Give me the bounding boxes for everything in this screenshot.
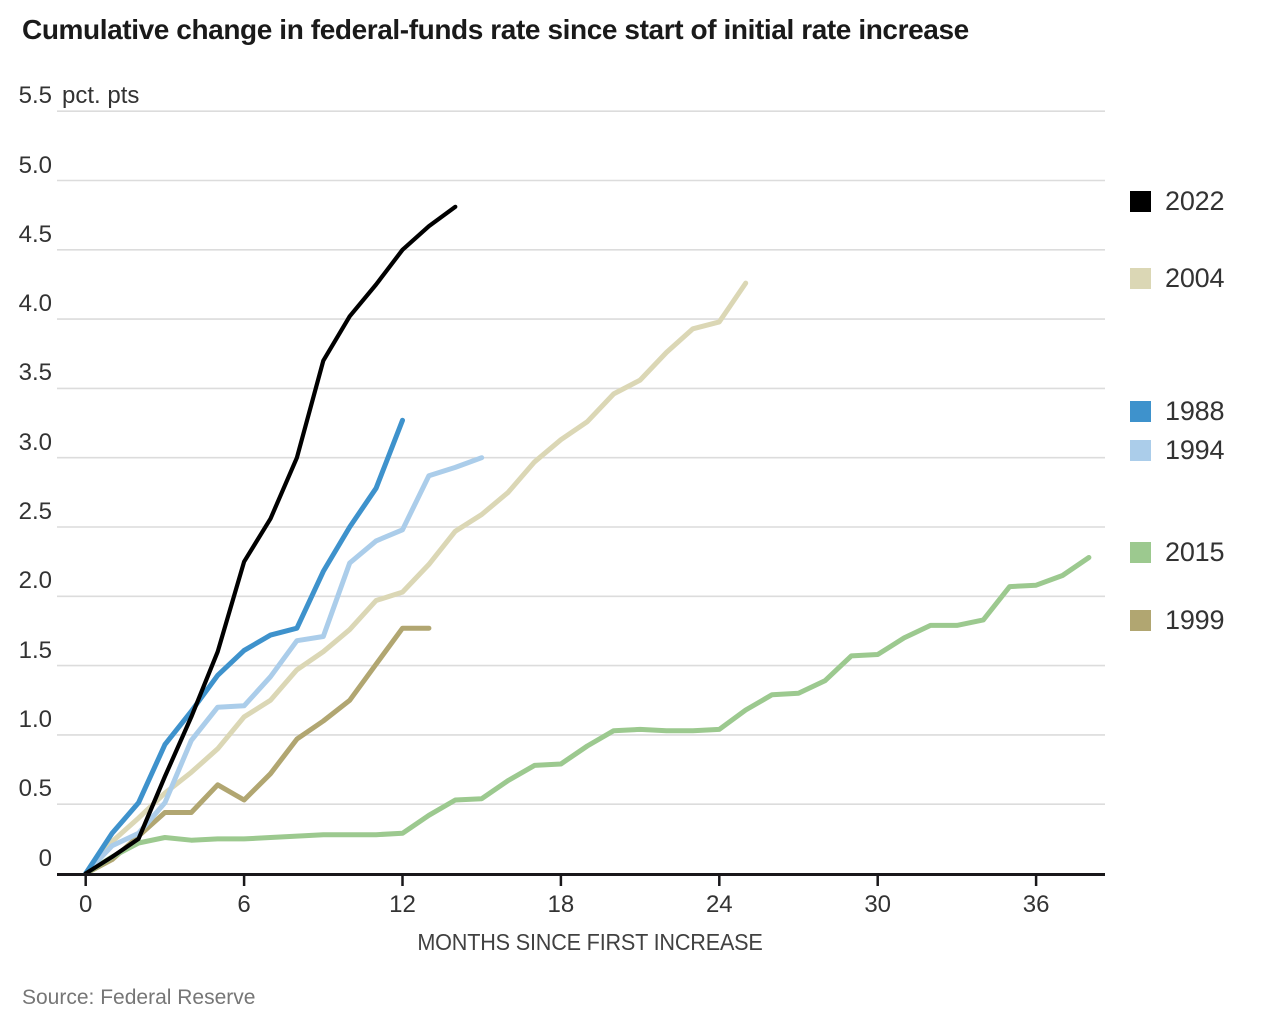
legend-label-1994: 1994 (1165, 435, 1225, 465)
y-tick-label: 5.5 (18, 82, 52, 110)
legend-label-1999: 1999 (1165, 605, 1225, 635)
y-tick-label: 1.0 (18, 705, 52, 733)
legend-swatch-1988 (1130, 401, 1151, 422)
series-line-2022 (83, 204, 458, 876)
y-tick-label: 3.5 (18, 359, 52, 387)
legend-item-1988: 1988 (1130, 398, 1224, 425)
series-line-2015 (83, 555, 1092, 876)
x-tick-label: 6 (237, 891, 251, 918)
y-tick-label: 1.5 (18, 636, 52, 664)
series-line-1988 (83, 417, 405, 876)
legend-swatch-1999 (1130, 610, 1151, 631)
series-line-2004 (83, 280, 749, 876)
y-tick-label: 4.0 (18, 290, 52, 318)
y-tick-label: 5.0 (18, 151, 52, 179)
x-tick-label: 18 (547, 891, 575, 918)
legend-swatch-2004 (1130, 268, 1151, 289)
legend-item-1994: 1994 (1130, 437, 1224, 464)
legend-item-2022: 2022 (1130, 188, 1224, 215)
chart-title: Cumulative change in federal-funds rate … (22, 14, 969, 45)
y-tick-label: 3.0 (18, 428, 52, 456)
legend-swatch-1994 (1130, 440, 1151, 461)
x-tick-label: 12 (389, 891, 416, 918)
x-axis-title: MONTHS SINCE FIRST INCREASE (417, 929, 763, 955)
x-tick-label: 36 (1022, 891, 1050, 918)
legend-label-2015: 2015 (1165, 537, 1225, 567)
y-tick-label: 0.5 (18, 775, 52, 803)
y-axis-unit-label: pct. pts (62, 82, 140, 109)
legend-item-2015: 2015 (1130, 539, 1224, 566)
x-tick-label: 24 (705, 891, 733, 918)
y-tick-label: 0 (38, 844, 52, 872)
legend-swatch-2015 (1130, 542, 1151, 563)
y-tick-label: 4.5 (18, 220, 52, 248)
legend-label-2004: 2004 (1165, 263, 1225, 293)
legend-label-1988: 1988 (1165, 396, 1225, 426)
y-tick-label: 2.5 (18, 498, 52, 525)
x-tick-label: 30 (864, 891, 892, 918)
legend-item-1999: 1999 (1130, 607, 1224, 634)
source-note: Source: Federal Reserve (22, 986, 256, 1009)
legend-item-2004: 2004 (1130, 265, 1224, 292)
legend-swatch-2022 (1130, 191, 1151, 212)
legend-label-2022: 2022 (1165, 186, 1225, 216)
series-line-1994 (83, 455, 485, 876)
x-tick-label: 0 (79, 891, 93, 918)
y-tick-label: 2.0 (18, 567, 52, 595)
